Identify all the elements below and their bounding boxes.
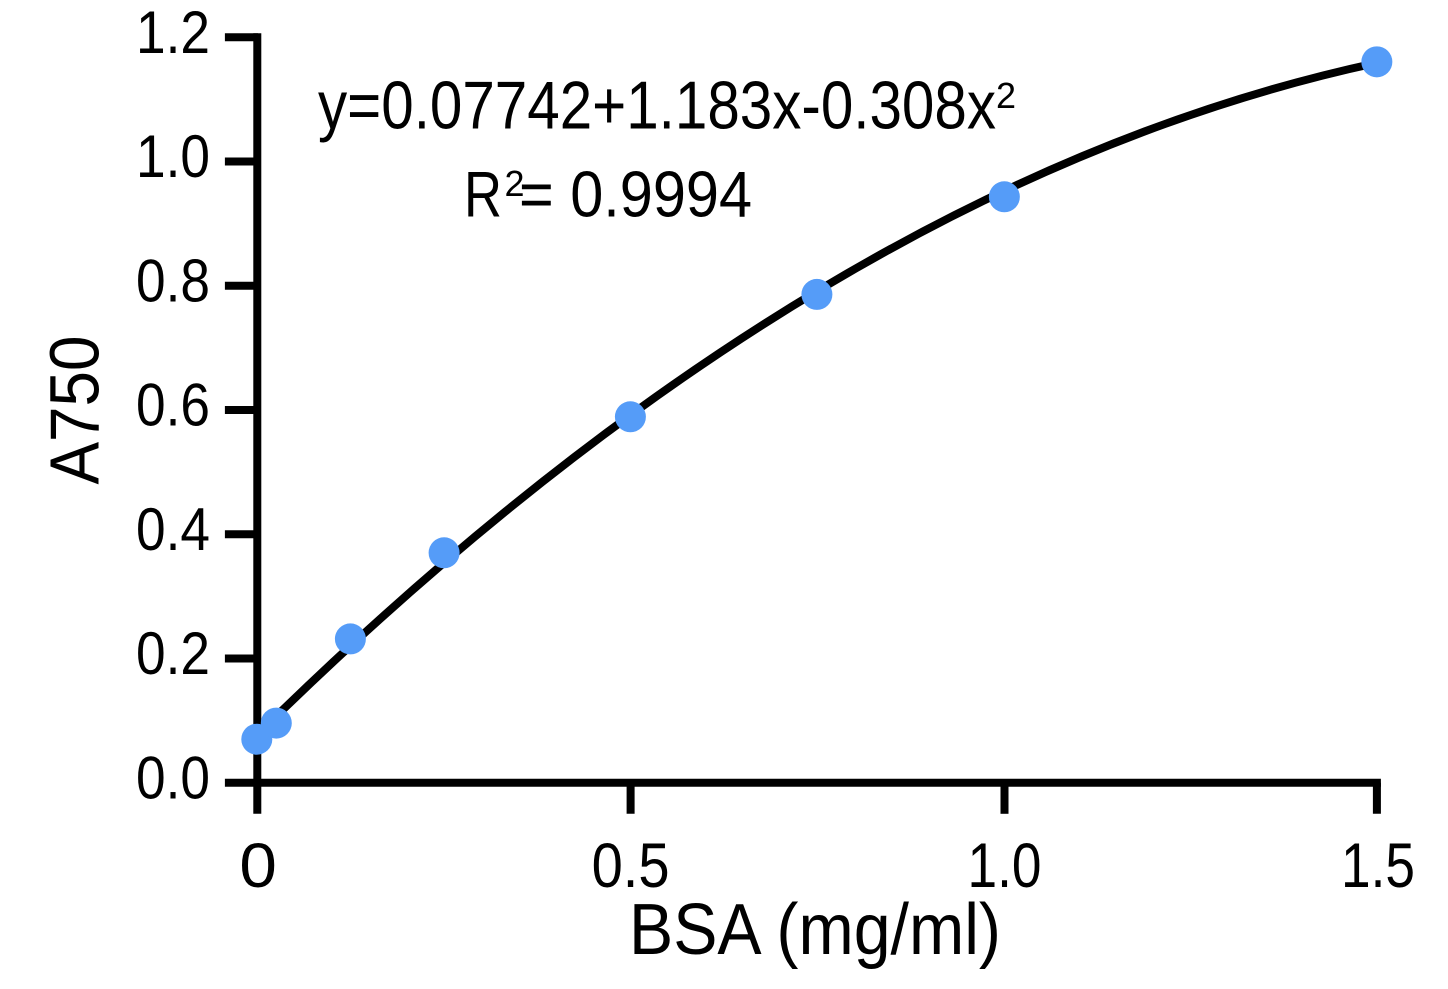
svg-text:y=0.07742+1.183x-0.308x: y=0.07742+1.183x-0.308x	[318, 68, 996, 144]
svg-text:BSA (mg/ml): BSA (mg/ml)	[629, 890, 1001, 970]
svg-text:1.0: 1.0	[968, 831, 1042, 901]
svg-text:1.2: 1.2	[136, 0, 210, 66]
svg-text:0.0: 0.0	[136, 744, 210, 811]
svg-text:2: 2	[505, 163, 525, 204]
svg-text:0.6: 0.6	[136, 372, 210, 439]
svg-text:A750: A750	[35, 336, 113, 485]
svg-text:0.4: 0.4	[136, 496, 210, 563]
svg-text:= 0.9994: = 0.9994	[519, 158, 752, 231]
svg-text:R: R	[464, 158, 502, 231]
svg-text:1.0: 1.0	[136, 123, 210, 190]
svg-text:0.8: 0.8	[136, 247, 210, 314]
svg-text:0.5: 0.5	[592, 831, 670, 901]
svg-text:1.5: 1.5	[1341, 831, 1415, 901]
svg-text:0.2: 0.2	[136, 620, 210, 687]
svg-text:0: 0	[239, 831, 277, 901]
svg-text:2: 2	[996, 75, 1016, 116]
